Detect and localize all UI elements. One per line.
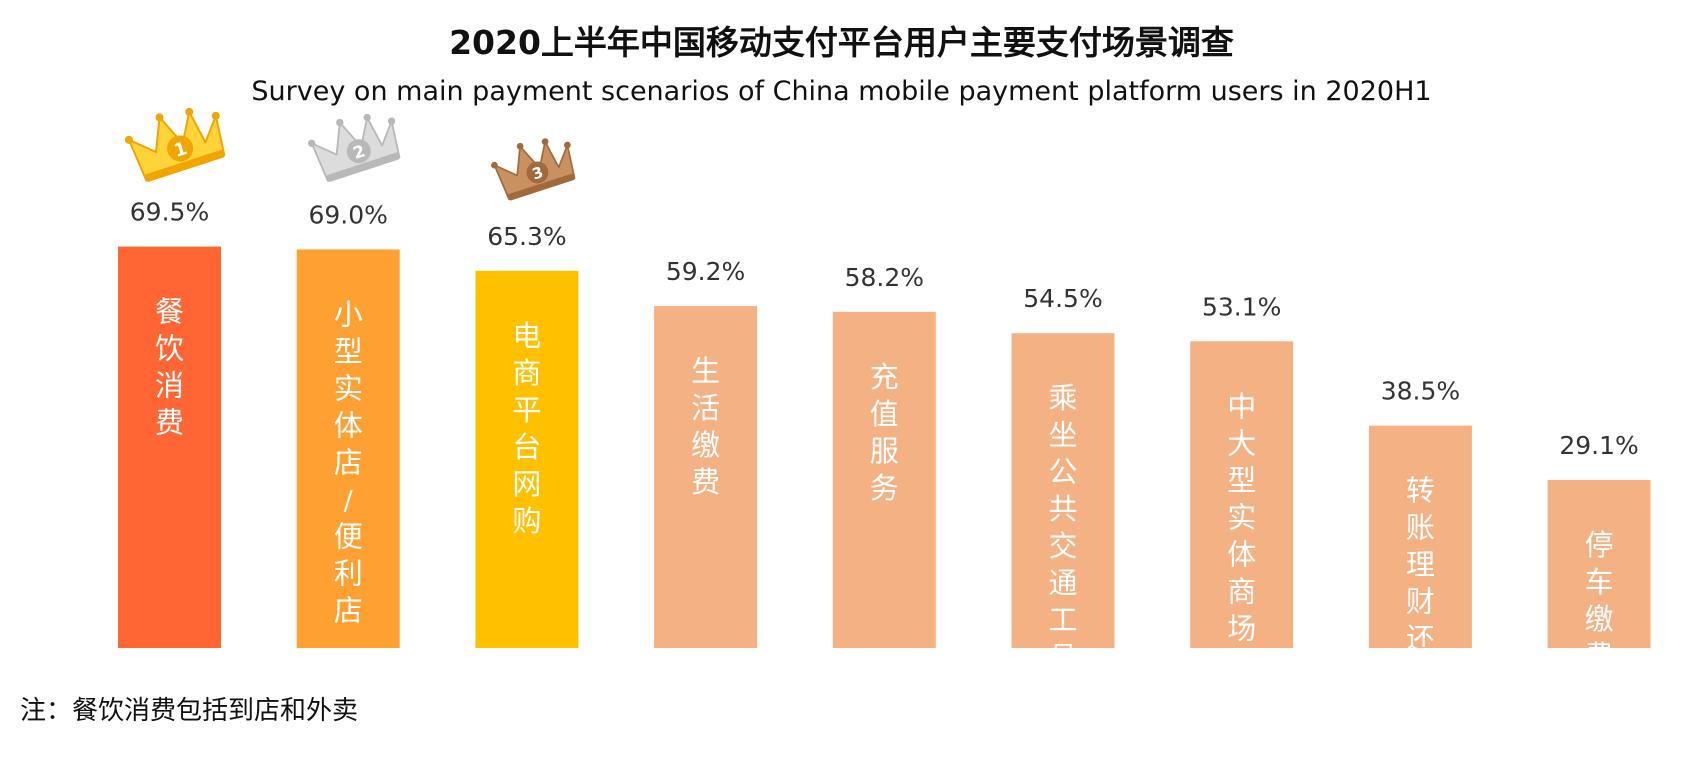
bar-5 — [832, 311, 936, 648]
bar-value-label-2: 69.0% — [308, 200, 387, 229]
chart-note: 注：餐饮消费包括到店和外卖 — [20, 696, 359, 726]
bar-category-label-9: 停车缴费 — [1585, 528, 1614, 673]
bar-category-label-6: 乘坐公共交通工具 — [1048, 381, 1077, 674]
bar-value-label-9: 29.1% — [1559, 431, 1638, 460]
bar-value-label-7: 53.1% — [1202, 292, 1281, 321]
bar-4 — [654, 306, 758, 648]
bar-category-label-2: 小型实体店/便利店 — [334, 297, 363, 627]
bar-category-label-7: 中大型实体商场 — [1227, 389, 1256, 645]
bar-category-label-1: 餐饮消费 — [155, 295, 184, 440]
bronze-crown-icon: 3 — [491, 138, 576, 201]
bar-category-label-3: 电商平台网购 — [512, 319, 541, 538]
bar-category-label-5: 充值服务 — [870, 360, 899, 505]
bar-8 — [1368, 425, 1472, 648]
bar-value-label-6: 54.5% — [1023, 284, 1102, 313]
bar-category-label-8: 转账理财还贷 — [1406, 474, 1435, 693]
rank-number-1: 1 — [171, 138, 189, 162]
bar-2 — [296, 249, 400, 648]
bar-value-label-5: 58.2% — [845, 263, 924, 292]
gold-crown-icon: 1 — [124, 107, 226, 182]
bar-value-label-1: 69.5% — [130, 198, 209, 227]
bar-value-label-4: 59.2% — [666, 257, 745, 286]
silver-crown-icon: 2 — [308, 113, 401, 182]
bar-7 — [1190, 341, 1294, 648]
chart-title: 2020上半年中国移动支付平台用户主要支付场景调查 — [449, 23, 1234, 62]
bar-category-label-4: 生活缴费 — [691, 354, 720, 499]
chart-subtitle: Survey on main payment scenarios of Chin… — [251, 76, 1432, 107]
bar-1 — [118, 246, 221, 648]
bar-6 — [1011, 333, 1115, 648]
rank-number-2: 2 — [351, 141, 368, 163]
bar-value-label-3: 65.3% — [487, 222, 566, 251]
bar-value-label-8: 38.5% — [1381, 377, 1460, 406]
bar-9 — [1547, 479, 1651, 648]
bar-3 — [475, 270, 579, 648]
